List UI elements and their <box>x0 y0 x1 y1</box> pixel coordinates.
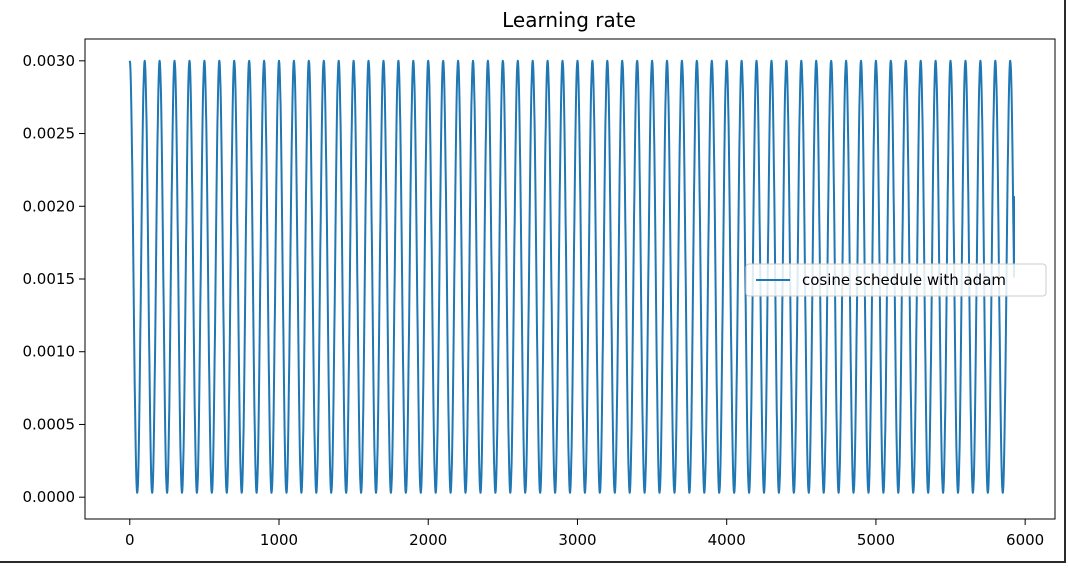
x-tick-label: 0 <box>125 531 135 549</box>
series-layer <box>128 59 1015 494</box>
x-tick-label: 4000 <box>708 531 746 549</box>
y-axis: 0.0000 0.0005 0.0010 0.0015 0.0020 0.0025 0.00… <box>23 52 85 506</box>
series-line-0 <box>128 59 1015 494</box>
y-tick-label: 0.0000 <box>23 488 76 506</box>
y-tick-label: 0.0020 <box>23 197 76 215</box>
y-tick-label: 0.0005 <box>23 415 76 433</box>
x-tick-label: 1000 <box>260 531 298 549</box>
x-tick-label: 2000 <box>409 531 447 549</box>
legend: cosine schedule with adam <box>745 263 1047 297</box>
y-tick-label: 0.0025 <box>23 125 76 143</box>
x-tick-label: 3000 <box>558 531 596 549</box>
x-axis: 0 1000 2000 3000 4000 5000 6000 <box>125 519 1044 549</box>
legend-label: cosine schedule with adam <box>802 271 1006 289</box>
x-tick-label: 6000 <box>1006 531 1044 549</box>
legend-box <box>745 263 1047 297</box>
x-tick-label: 5000 <box>857 531 895 549</box>
y-tick-label: 0.0015 <box>23 270 76 288</box>
y-tick-label: 0.0010 <box>23 343 76 361</box>
chart-title: Learning rate <box>502 8 636 32</box>
y-tick-label: 0.0030 <box>23 52 76 70</box>
